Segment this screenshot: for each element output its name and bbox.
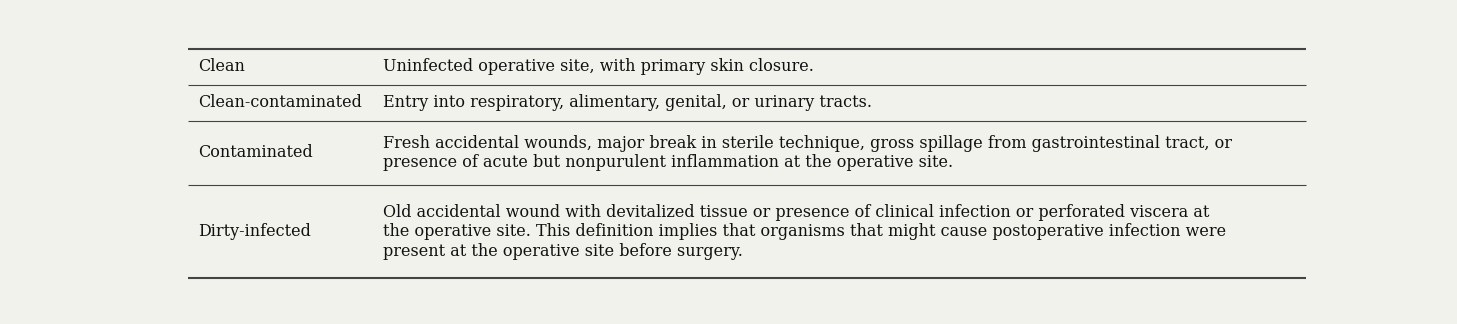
Text: the operative site. This definition implies that organisms that might cause post: the operative site. This definition impl… (383, 223, 1227, 240)
Text: Old accidental wound with devitalized tissue or presence of clinical infection o: Old accidental wound with devitalized ti… (383, 203, 1209, 221)
Text: Entry into respiratory, alimentary, genital, or urinary tracts.: Entry into respiratory, alimentary, geni… (383, 94, 873, 111)
Text: Clean-contaminated: Clean-contaminated (198, 94, 361, 111)
Text: presence of acute but nonpurulent inflammation at the operative site.: presence of acute but nonpurulent inflam… (383, 154, 953, 171)
Text: Dirty-infected: Dirty-infected (198, 223, 310, 240)
Text: present at the operative site before surgery.: present at the operative site before sur… (383, 243, 743, 260)
Text: Contaminated: Contaminated (198, 145, 313, 161)
Text: Uninfected operative site, with primary skin closure.: Uninfected operative site, with primary … (383, 58, 814, 75)
Text: Clean: Clean (198, 58, 245, 75)
Text: Fresh accidental wounds, major break in sterile technique, gross spillage from g: Fresh accidental wounds, major break in … (383, 134, 1233, 152)
